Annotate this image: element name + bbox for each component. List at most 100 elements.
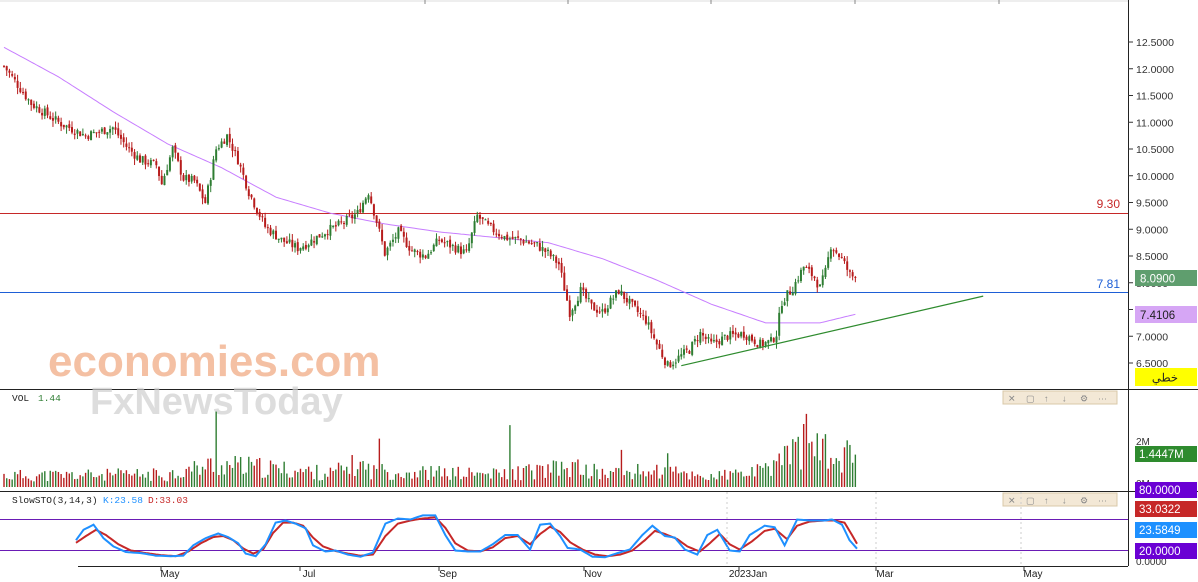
- volume-label: VOL: [12, 393, 29, 404]
- candle: [177, 152, 180, 163]
- candle: [90, 130, 93, 141]
- candle: [400, 224, 403, 232]
- candle: [753, 336, 756, 347]
- candle: [574, 304, 577, 314]
- candle: [283, 237, 286, 247]
- candle: [851, 269, 854, 281]
- restore-icon[interactable]: ▢: [1026, 394, 1035, 404]
- move-down-icon[interactable]: ↓: [1062, 496, 1067, 506]
- candle: [786, 290, 789, 307]
- candle: [625, 292, 628, 306]
- candle: [846, 256, 849, 277]
- watermark: economies.com FxNewsToday: [48, 337, 381, 423]
- candle: [413, 248, 416, 258]
- move-down-icon[interactable]: ↓: [1062, 394, 1067, 404]
- candle: [835, 247, 838, 255]
- sma-tag-text: 7.4106: [1140, 310, 1175, 322]
- candle: [438, 236, 441, 245]
- candle: [797, 275, 800, 284]
- candle: [519, 238, 522, 246]
- candle: [691, 341, 694, 357]
- stoch-k-label: K:23.58: [103, 495, 143, 506]
- candle: [51, 112, 54, 127]
- candle: [446, 240, 449, 247]
- more-icon[interactable]: ···: [1098, 394, 1107, 404]
- candle: [498, 229, 501, 240]
- candle: [348, 209, 351, 217]
- trendline-tag: خطي: [1135, 368, 1197, 386]
- stoch-d-tag: 33.0322: [1135, 501, 1197, 517]
- candle: [370, 192, 373, 205]
- x-axis-label: May: [161, 569, 180, 580]
- candle: [367, 193, 370, 203]
- candle: [761, 338, 764, 351]
- candle: [98, 129, 101, 139]
- candle: [57, 115, 60, 125]
- candle: [65, 124, 68, 134]
- candle: [680, 347, 683, 360]
- candle: [522, 238, 525, 246]
- candle: [710, 333, 713, 345]
- candle: [595, 304, 598, 318]
- candle: [255, 207, 258, 216]
- close-icon[interactable]: ✕: [1008, 496, 1016, 506]
- candle: [84, 133, 87, 139]
- candle: [190, 173, 193, 184]
- candle: [106, 132, 109, 139]
- stoch-upper-tag-text: 80.0000: [1139, 485, 1181, 497]
- candle: [345, 213, 348, 227]
- candle: [484, 218, 487, 221]
- candle: [209, 177, 212, 193]
- candle: [187, 173, 190, 187]
- stoch-controls-bar: [1002, 492, 1118, 507]
- settings-icon[interactable]: ⚙: [1080, 496, 1088, 506]
- candle: [742, 326, 745, 341]
- candle: [821, 269, 824, 288]
- move-up-icon[interactable]: ↑: [1044, 496, 1049, 506]
- volume-value: 1.44: [38, 393, 61, 404]
- candle: [389, 240, 392, 251]
- candle: [538, 238, 541, 252]
- candle: [315, 235, 318, 246]
- candle: [729, 327, 732, 345]
- candle: [576, 296, 579, 307]
- settings-icon[interactable]: ⚙: [1080, 394, 1088, 404]
- candle: [68, 120, 71, 132]
- trendline[interactable]: [681, 295, 984, 367]
- candle: [517, 230, 520, 241]
- restore-icon[interactable]: ▢: [1026, 496, 1035, 506]
- candle: [92, 129, 95, 134]
- candle: [813, 275, 816, 281]
- candle: [799, 267, 802, 283]
- candle: [770, 333, 773, 343]
- candle: [421, 249, 424, 260]
- candle: [585, 287, 588, 303]
- candle: [11, 70, 14, 78]
- candle: [495, 228, 498, 238]
- candle: [383, 240, 386, 257]
- price-axis-tick-label: 11.0000: [1136, 117, 1173, 129]
- more-icon[interactable]: ···: [1098, 496, 1107, 506]
- candle: [639, 307, 642, 318]
- candle: [313, 236, 316, 249]
- candle: [60, 117, 63, 132]
- candle: [465, 244, 468, 253]
- candle: [111, 126, 114, 136]
- candle: [650, 319, 653, 339]
- candle: [217, 144, 220, 151]
- candle: [149, 157, 152, 168]
- candle: [362, 200, 365, 214]
- candle: [139, 153, 141, 163]
- candle: [359, 202, 362, 213]
- candle: [731, 324, 734, 338]
- candle: [100, 127, 103, 134]
- candle: [794, 278, 797, 296]
- move-up-icon[interactable]: ↑: [1044, 394, 1049, 404]
- candle: [302, 243, 305, 251]
- close-icon[interactable]: ✕: [1008, 394, 1016, 404]
- candle: [19, 81, 22, 94]
- candle: [334, 221, 337, 232]
- candle: [54, 111, 57, 124]
- candle: [623, 291, 626, 304]
- candle: [158, 166, 161, 181]
